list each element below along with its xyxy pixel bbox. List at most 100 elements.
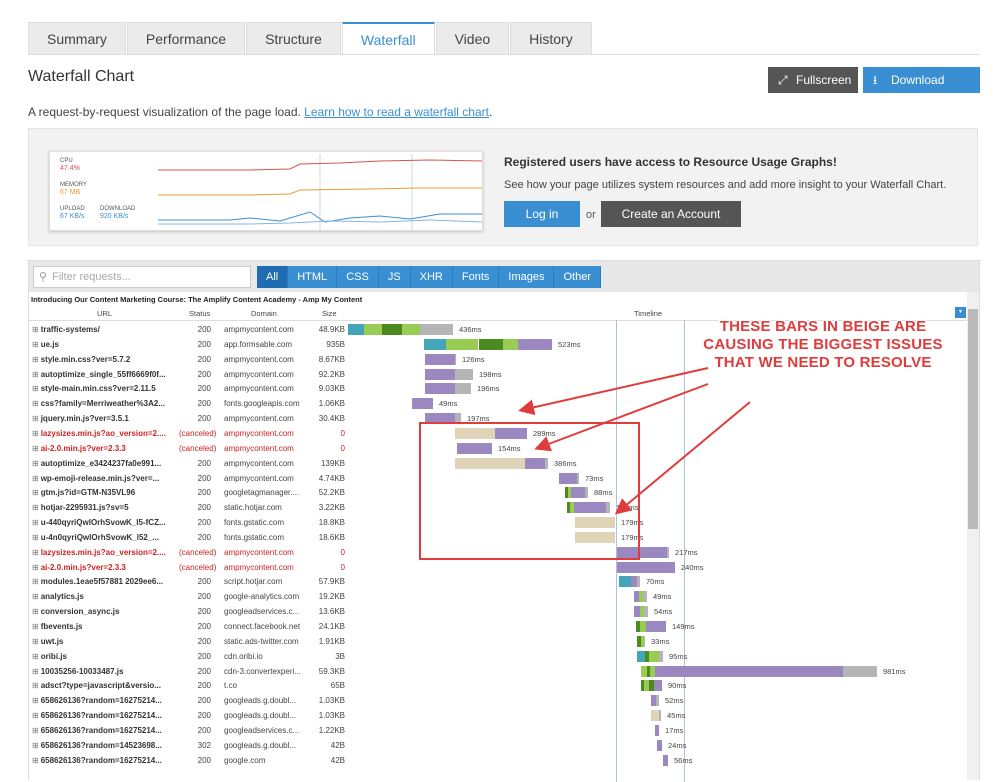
expand-icon[interactable]: ⊞ [32,711,39,721]
table-row[interactable]: ⊞ conversion_async.js 200 googleadservices.… [29,604,967,619]
expand-icon[interactable]: ⊞ [32,488,39,498]
expand-icon[interactable]: ⊞ [32,503,39,513]
table-row[interactable]: ⊞ 658626136?random=16275214... 200 googlead… [29,693,967,708]
table-row[interactable]: ⊞ u-4n0qyriQwlOrhSvowK_l52_... 200 fonts.gs… [29,530,967,545]
scrollbar-thumb[interactable] [968,309,978,529]
expand-icon[interactable]: ⊞ [32,532,39,542]
request-size: 19.2KB [318,592,345,602]
expand-icon[interactable]: ⊞ [32,384,39,394]
table-row[interactable]: ⊞ autoptimize_single_55ff6669f0f... 200 amp… [29,367,967,382]
request-url-text: ue.js [40,339,59,349]
table-row[interactable]: ⊞ jquery.min.js?ver=3.5.1 200 ampmycontent.… [29,411,967,426]
expand-icon[interactable]: ⊞ [32,636,39,646]
table-row[interactable]: ⊞ 10035256-10033487.js 200 cdn-3.convertexp… [29,664,967,679]
table-row[interactable]: ⊞ ai-2.0.min.js?ver=2.3.3 (canceled) ampmyc… [29,560,967,575]
fullscreen-button[interactable]: ⤢ Fullscreen [768,67,858,93]
promo-heading: Registered users have access to Resource… [504,155,837,169]
request-status: 200 [197,696,211,706]
request-domain: googleadservices.c... [224,725,300,735]
expand-icon[interactable]: ⊞ [32,518,39,528]
expand-icon[interactable]: ⊞ [32,577,39,587]
column-header-status[interactable]: Status [189,309,211,318]
expand-icon[interactable]: ⊞ [32,622,39,631]
table-row[interactable]: ⊞ analytics.js 200 google-analytics.com 19.2… [29,589,967,604]
expand-icon[interactable]: ⊞ [32,354,39,364]
expand-icon[interactable]: ⊞ [32,325,39,334]
table-row[interactable]: ⊞ uwt.js 200 static.ads-twitter.com 1.91KB 33… [29,634,967,649]
expand-icon[interactable]: ⊞ [32,339,39,349]
table-row[interactable]: ⊞ ai-2.0.min.js?ver=2.3.3 (canceled) ampmyc… [29,441,967,456]
tab-video[interactable]: Video [435,22,510,55]
table-row[interactable]: ⊞ lazysizes.min.js?ao_version=2.... (cance… [29,426,967,441]
request-duration: 52ms [665,696,684,706]
table-row[interactable]: ⊞ wp-emoji-release.min.js?ver=... 200 ampmy… [29,471,967,486]
expand-icon[interactable]: ⊞ [32,428,39,438]
table-row[interactable]: ⊞ 658626136?random=16275214... 200 googlead… [29,723,967,738]
expand-icon[interactable]: ⊞ [32,414,39,424]
timeline-options-button[interactable]: ▾ [955,307,966,318]
table-row[interactable]: ⊞ 658626136?random=14523698... 302 googlead… [29,738,967,753]
table-row[interactable]: ⊞ fbevents.js 200 connect.facebook.net 24.1K… [29,619,967,634]
table-row[interactable]: ⊞ 658626136?random=16275214... 200 googlead… [29,708,967,723]
column-header-timeline[interactable]: Timeline [634,309,663,318]
login-button[interactable]: Log in [504,201,580,227]
description-text: A request-by-request visualization of th… [28,105,305,119]
download-har-button[interactable]: ⭳ Download HAR [863,67,980,113]
table-row[interactable]: ⊞ lazysizes.min.js?ao_version=2.... (cance… [29,545,967,560]
table-row[interactable]: ⊞ adsct?type=javascript&versio... 200 t.co 6… [29,678,967,693]
expand-icon[interactable]: ⊞ [32,547,39,557]
filter-images[interactable]: Images [499,266,555,288]
filter-js[interactable]: JS [378,266,411,288]
column-header-domain[interactable]: Domain [251,309,277,318]
table-row[interactable]: ⊞ modules.1eae5f57881 2029ee6... 200 script… [29,574,967,589]
table-row[interactable]: ⊞ 658626136?random=16275214... 200 google.c… [29,753,967,768]
request-domain: ampmycontent.com [224,443,294,453]
expand-icon[interactable]: ⊞ [32,740,39,750]
create-account-button[interactable]: Create an Account [601,201,741,227]
expand-icon[interactable]: ⊞ [32,696,39,706]
table-row[interactable]: ⊞ ue.js 200 app.formsable.com 935B 523ms [29,337,967,352]
filter-all[interactable]: All [257,266,289,288]
filter-fonts[interactable]: Fonts [452,266,500,288]
tab-history[interactable]: History [510,22,592,55]
table-row[interactable]: ⊞ style.min.css?ver=5.7.2 200 ampmycontent.… [29,352,967,367]
request-domain: ampmycontent.com [224,458,294,468]
column-header-url[interactable]: URL [97,309,113,318]
request-url-text: lazysizes.min.js?ao_version=2.... [40,428,166,438]
table-row[interactable]: ⊞ traffic-systems/200 ampmycontent.com 48.9… [29,322,967,337]
expand-icon[interactable]: ⊞ [32,443,39,453]
filter-xhr[interactable]: XHR [410,266,453,288]
expand-icon[interactable]: ⊞ [32,399,39,409]
tab-summary[interactable]: Summary [28,22,126,55]
table-row[interactable]: ⊞ autoptimize_e3424237fa0e991... 200 ampmyc… [29,456,967,471]
waterfall-help-link[interactable]: Learn how to read a waterfall chart [304,105,489,119]
table-row[interactable]: ⊞ style-main.min.css?ver=2.11.5 200 ampmyco… [29,381,967,396]
expand-icon[interactable]: ⊞ [32,562,39,572]
table-row[interactable]: ⊞ oribi.js 200 cdn.oribi.io 3B 95ms [29,649,967,664]
expand-icon[interactable]: ⊞ [32,755,39,765]
filter-html[interactable]: HTML [288,266,338,288]
table-row[interactable]: ⊞ css?family=Merriweather%3A2... 200 fonts.… [29,396,967,411]
tab-performance[interactable]: Performance [126,22,246,55]
expand-icon[interactable]: ⊞ [32,607,39,617]
request-status: 200 [197,488,211,498]
expand-icon[interactable]: ⊞ [32,725,39,735]
filter-requests-input[interactable]: ⚲ Filter requests... [33,266,251,288]
expand-icon[interactable]: ⊞ [32,369,39,379]
timing-bar-receive [455,383,471,395]
table-row[interactable]: ⊞ gtm.js?id=GTM-N35VL96 200 googletagmanage… [29,485,967,500]
tab-structure[interactable]: Structure [246,22,341,55]
tab-waterfall[interactable]: Waterfall [341,22,435,56]
expand-icon[interactable]: ⊞ [32,473,39,483]
filter-other[interactable]: Other [554,266,601,288]
request-url-text: autoptimize_e3424237fa0e991... [40,458,162,468]
expand-icon[interactable]: ⊞ [32,681,39,691]
column-header-size[interactable]: Size [322,309,337,318]
table-row[interactable]: ⊞ u-440qyriQwlOrhSvowK_l5-fCZ... 200 fonts.… [29,515,967,530]
expand-icon[interactable]: ⊞ [32,651,39,661]
expand-icon[interactable]: ⊞ [32,592,39,602]
expand-icon[interactable]: ⊞ [32,458,39,468]
expand-icon[interactable]: ⊞ [32,666,39,676]
filter-css[interactable]: CSS [337,266,379,288]
request-size: 13.6KB [318,607,345,617]
